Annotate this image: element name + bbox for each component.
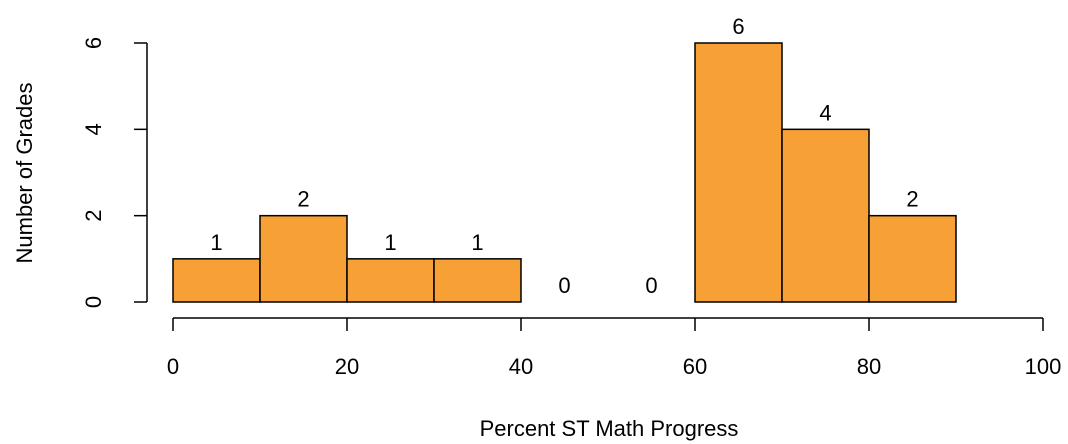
x-tick-label: 80 xyxy=(857,354,881,379)
y-axis-title: Number of Grades xyxy=(12,83,37,264)
histogram-bar xyxy=(346,258,435,303)
x-tick-label: 40 xyxy=(509,354,533,379)
bar-value-label: 1 xyxy=(384,230,396,255)
histogram-bar xyxy=(781,128,870,303)
bar-value-label: 2 xyxy=(906,187,918,212)
histogram-bar xyxy=(694,42,783,303)
y-tick-label: 0 xyxy=(81,296,106,308)
x-axis-title: Percent ST Math Progress xyxy=(480,416,739,441)
histogram-bar xyxy=(868,214,957,303)
y-tick-label: 6 xyxy=(81,37,106,49)
histogram-bar xyxy=(259,214,348,303)
y-tick-label: 4 xyxy=(81,123,106,135)
y-axis: 0 2 4 6 xyxy=(81,37,148,308)
bar-value-label: 2 xyxy=(297,187,309,212)
x-axis: 0 20 40 60 80 100 xyxy=(167,317,1062,379)
x-tick-label: 100 xyxy=(1025,354,1062,379)
bar-value-label: 0 xyxy=(645,273,657,298)
bar-value-label: 6 xyxy=(732,14,744,39)
histogram-bar xyxy=(433,258,522,303)
value-labels-group: 1 2 1 1 0 0 6 4 2 xyxy=(210,14,918,298)
bar-value-label: 0 xyxy=(558,273,570,298)
bar-value-label: 1 xyxy=(471,230,483,255)
x-tick-label: 20 xyxy=(335,354,359,379)
x-tick-label: 60 xyxy=(683,354,707,379)
bar-value-label: 1 xyxy=(210,230,222,255)
bar-value-label: 4 xyxy=(819,100,831,125)
x-tick-label: 0 xyxy=(167,354,179,379)
histogram-bar xyxy=(172,258,261,303)
bars-group xyxy=(172,42,957,303)
y-tick-label: 2 xyxy=(81,210,106,222)
